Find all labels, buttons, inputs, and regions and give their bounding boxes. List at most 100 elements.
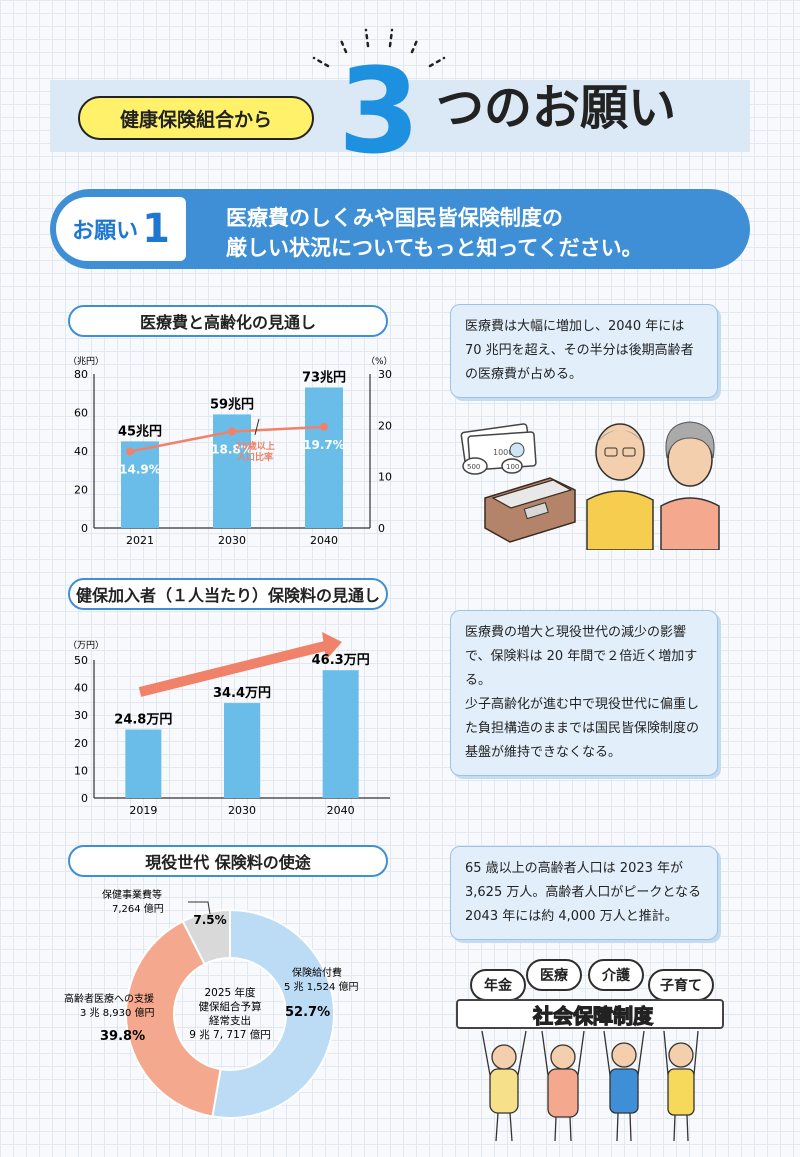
info-box-1: 医療費は大幅に増加し、2040 年には 70 兆円を超え、その半分は後期高齢者の… [450, 304, 718, 398]
bar-value-label: 24.8万円 [114, 713, 172, 728]
chart-premium: （万円）0102030405024.8万円201934.4万円203046.3万… [68, 632, 390, 817]
social-security-banner: 社会保障制度 [532, 1003, 653, 1028]
y-tick-label: 20 [74, 737, 88, 750]
bar [121, 441, 159, 528]
person-man-icon [603, 1030, 645, 1142]
request-label-number: 1 [142, 206, 170, 252]
bar-value-label: 59兆円 [210, 396, 254, 412]
info-box-3: 65 歳以上の高齢者人口は 2023 年が 3,625 万人。高齢者人口がピーク… [450, 846, 718, 940]
annotation-line-1: 75歳以上 [235, 440, 275, 452]
bar-value-label: 73兆円 [302, 369, 346, 385]
request-line-1: 医療費のしくみや国民皆保険制度の [226, 206, 563, 230]
info-box-3-text: 65 歳以上の高齢者人口は 2023 年が 3,625 万人。高齢者人口がピーク… [465, 861, 701, 924]
slice-percent: 39.8% [100, 1029, 145, 1044]
pension-bubble: 年金 [470, 969, 526, 1001]
care-bubble: 介護 [588, 959, 644, 991]
slice-amount: 7,264 億円 [112, 902, 164, 915]
y-tick-label: 0 [81, 792, 88, 805]
trend-arrow-head [322, 632, 342, 660]
section1-title: 医療費と高齢化の見通し [68, 305, 388, 337]
y-right-tick-label: 0 [378, 522, 385, 535]
slice-name: 高齢者医療への支援 [64, 992, 154, 1005]
x-tick-label: 2040 [327, 804, 355, 817]
people-holding-board [481, 1030, 699, 1142]
request-label-word: お願い [72, 219, 139, 244]
coin-text-2: 100 [506, 463, 519, 471]
y-left-tick-label: 20 [74, 484, 88, 497]
heading-number: 3 [338, 42, 421, 180]
slice-amount: 5 兆 1,524 億円 [284, 980, 359, 993]
x-tick-label: 2030 [218, 534, 246, 547]
bar [305, 387, 343, 528]
info-box-2-text-2: 少子高齢化が進む中で現役世代に偏重した負担構造のままでは国民皆保険制度の基盤が維… [465, 697, 700, 760]
pie-slice [211, 908, 335, 1119]
y-left-tick-label: 40 [74, 445, 88, 458]
person-woman-icon [663, 1030, 699, 1142]
section3-title: 現役世代 保険料の使途 [68, 845, 388, 877]
bar-value-label: 46.3万円 [312, 653, 370, 668]
heading-title: つのお願い [436, 80, 677, 136]
request-line-2: 厳しい状況についてもっと知ってください。 [226, 236, 643, 260]
annotation-line-2: 人口比率 [236, 451, 273, 463]
medical-bubble: 医療 [526, 959, 582, 991]
slice-name: 保健事業費等 [102, 888, 162, 901]
person-elderly-man-icon [481, 1030, 527, 1142]
x-tick-label: 2030 [228, 804, 256, 817]
x-tick-label: 2019 [129, 804, 157, 817]
hospital-bed-icon [484, 477, 576, 543]
childcare-bubble: 子育て [648, 969, 714, 1001]
y-tick-label: 40 [74, 682, 88, 695]
slice-name: 保険給付費 [292, 966, 342, 979]
info-box-2: 医療費の増大と現役世代の減少の影響で、保険料は 20 年間で２倍近く増加する。 … [450, 610, 718, 776]
slice-amount: 3 兆 8,930 億円 [80, 1006, 155, 1019]
donut-center-line: 2025 年度 [204, 986, 256, 999]
line-value-label: 19.7% [303, 438, 345, 452]
donut-center-line: 経常支出 [209, 1014, 251, 1027]
bar [224, 703, 260, 798]
line-point [228, 427, 236, 436]
info-box-1-text: 医療費は大幅に増加し、2040 年には 70 兆円を超え、その半分は後期高齢者の… [465, 319, 694, 382]
line-value-label: 14.9% [119, 463, 161, 477]
line-value-label: 18.8% [211, 442, 253, 456]
elderly-woman-icon [660, 421, 720, 550]
info-box-2-text-1: 医療費の増大と現役世代の減少の影響で、保険料は 20 年間で２倍近く増加する。 [465, 625, 698, 688]
y-right-tick-label: 10 [378, 471, 392, 484]
x-tick-label: 2040 [310, 534, 338, 547]
y-left-unit: （兆円） [68, 356, 104, 367]
slice-leader [188, 901, 211, 915]
y-tick-label: 30 [74, 709, 88, 722]
coin-text-1: 500 [467, 463, 480, 471]
x-tick-label: 2021 [126, 534, 154, 547]
illustration-elderly-couple: 10000 500 100 [460, 421, 720, 550]
y-right-unit: （%） [366, 356, 393, 367]
y-left-tick-label: 80 [74, 368, 88, 381]
y-tick-label: 50 [74, 654, 88, 667]
y-left-tick-label: 0 [81, 522, 88, 535]
request-label: お願い 1 [56, 197, 186, 261]
bar-value-label: 34.4万円 [213, 686, 271, 701]
slice-percent: 52.7% [285, 1005, 330, 1020]
person-elderly-woman-icon [541, 1030, 585, 1142]
pie-slice [125, 919, 222, 1118]
line-point [126, 447, 134, 456]
line-point [320, 422, 328, 431]
bar [322, 670, 359, 798]
annotation-leader [254, 418, 260, 435]
social-security-board [456, 999, 724, 1029]
section2-title: 健保加入者（１人当たり）保険料の見通し [68, 578, 388, 610]
bar-value-label: 45兆円 [118, 423, 162, 439]
y-right-tick-label: 20 [378, 419, 392, 432]
trend-arrow-shaft [138, 641, 327, 697]
y-tick-label: 10 [74, 764, 88, 777]
bill-text: 10000 [493, 448, 518, 457]
org-label-pill: 健康保険組合から [78, 96, 314, 140]
pie-slice [181, 908, 231, 966]
social-security-illustration: 年金 医療 介護 子育て 社会保障制度 [450, 955, 750, 1150]
bar [125, 729, 162, 798]
y-left-tick-label: 60 [74, 407, 88, 420]
burst-lines [312, 28, 446, 68]
elderly-man-icon [586, 423, 654, 550]
donut-center-line: 健保組合予算 [199, 1000, 262, 1013]
donut-center-line: 9 兆 7, 717 億円 [189, 1028, 271, 1041]
